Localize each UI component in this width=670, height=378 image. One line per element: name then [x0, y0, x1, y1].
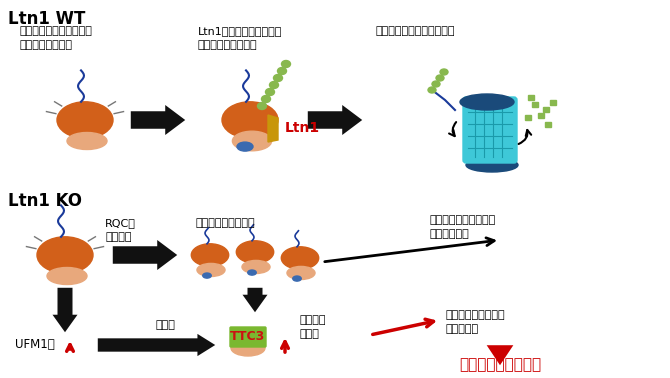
FancyBboxPatch shape — [463, 97, 517, 163]
Text: Ltn1: Ltn1 — [285, 121, 320, 135]
Text: 翻訳途中の異常によって
リボソームが停滞: 翻訳途中の異常によって リボソームが停滞 — [20, 26, 93, 50]
Ellipse shape — [428, 87, 436, 93]
Bar — [532, 102, 538, 107]
Text: TTC3: TTC3 — [230, 330, 265, 344]
Ellipse shape — [248, 270, 256, 275]
Ellipse shape — [237, 142, 253, 151]
Ellipse shape — [222, 102, 278, 138]
Ellipse shape — [269, 82, 279, 88]
Bar — [538, 113, 544, 118]
Ellipse shape — [281, 247, 319, 269]
Text: Ltn1によるアレスト産物
のポリユビキチン化: Ltn1によるアレスト産物 のポリユビキチン化 — [198, 26, 282, 50]
Ellipse shape — [67, 133, 107, 150]
Ellipse shape — [47, 268, 87, 285]
Ellipse shape — [203, 273, 211, 278]
Ellipse shape — [293, 276, 302, 281]
Ellipse shape — [287, 266, 315, 279]
Text: 認知障害・発達障害: 認知障害・発達障害 — [459, 357, 541, 372]
Text: 安定化: 安定化 — [155, 320, 175, 330]
Ellipse shape — [466, 158, 518, 172]
Bar — [543, 107, 549, 112]
Ellipse shape — [273, 74, 283, 82]
Text: アレスト産物の蓄積: アレスト産物の蓄積 — [195, 218, 255, 228]
Ellipse shape — [281, 60, 291, 68]
Bar — [550, 100, 556, 105]
Ellipse shape — [277, 68, 287, 74]
Ellipse shape — [197, 263, 225, 276]
Ellipse shape — [57, 102, 113, 138]
Ellipse shape — [37, 237, 93, 273]
Bar — [528, 95, 534, 100]
FancyBboxPatch shape — [230, 327, 266, 347]
Text: 翻訳開始
の阻害: 翻訳開始 の阻害 — [300, 315, 326, 339]
Ellipse shape — [232, 131, 271, 151]
Bar — [545, 122, 551, 127]
Text: Ltn1 KO: Ltn1 KO — [8, 192, 82, 210]
Ellipse shape — [261, 96, 271, 102]
Text: 神経発達・シナプス
機能の阻害: 神経発達・シナプス 機能の阻害 — [445, 310, 505, 334]
Ellipse shape — [192, 244, 228, 266]
Text: プロテアソームによる分解: プロテアソームによる分解 — [376, 26, 456, 36]
Polygon shape — [268, 115, 278, 142]
Ellipse shape — [440, 69, 448, 75]
Ellipse shape — [432, 81, 440, 87]
Ellipse shape — [460, 94, 514, 110]
Text: UFM1化: UFM1化 — [15, 339, 55, 352]
Ellipse shape — [257, 102, 267, 110]
Bar — [525, 115, 531, 120]
Text: Ltn1 WT: Ltn1 WT — [8, 10, 85, 28]
Text: RQCの
機能不全: RQCの 機能不全 — [105, 218, 136, 242]
Ellipse shape — [436, 75, 444, 81]
Ellipse shape — [242, 260, 270, 274]
Ellipse shape — [265, 88, 275, 96]
Ellipse shape — [231, 340, 265, 356]
Ellipse shape — [237, 241, 274, 263]
Text: さらなるアレスト産物
の蓄積を抑制: さらなるアレスト産物 の蓄積を抑制 — [430, 215, 496, 239]
